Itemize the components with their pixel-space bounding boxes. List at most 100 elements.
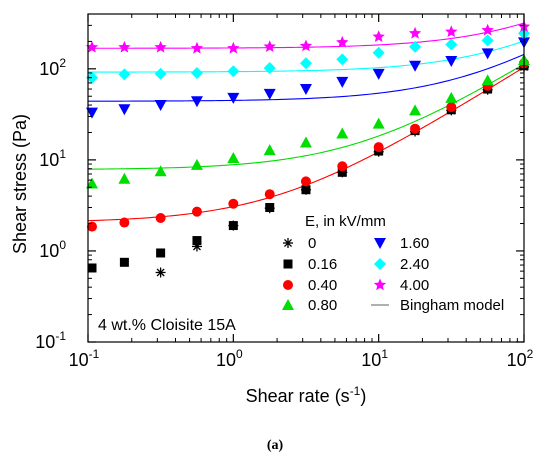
point-0.80 [336,127,349,139]
point-1.60 [86,107,98,119]
legend-label-4.00: 4.00 [400,277,429,294]
legend-label-2.40: 2.40 [400,256,429,273]
point-1.60 [481,48,494,60]
point-4.00 [118,40,131,53]
point-0 [155,267,166,278]
data-points [85,20,531,278]
point-2.40 [190,66,203,79]
x-axis-ticks: 10-1 100 101 102 [69,14,534,370]
legend-label-0.80: 0.80 [308,297,337,314]
point-0.80 [409,104,422,116]
point-0.80 [372,117,385,129]
point-0.16 [192,236,202,246]
point-0.80 [481,74,494,86]
point-2.40 [409,40,422,53]
legend-marker-0 [283,238,293,248]
point-4.00 [481,23,494,36]
point-1.60 [372,68,385,80]
legend-marker-2.40 [374,258,386,270]
x-axis-label: Shear rate (s-1) [246,384,367,406]
y-axis-label: Shear stress (Pa) [10,114,30,254]
fit-line-0.80 [87,63,525,170]
legend-label-0.16: 0.16 [308,256,337,273]
point-0.16 [337,167,347,177]
legend-marker-0.40 [283,280,293,290]
y-axis-ticks: 10-1 100 101 102 [35,24,524,352]
point-4.00 [263,40,276,52]
point-0.40 [155,213,166,224]
point-2.40 [118,68,131,81]
point-0.80 [227,151,240,163]
legend-marker-0.16 [283,259,293,269]
point-2.40 [481,34,494,47]
point-0.40 [191,206,202,217]
point-0.40 [228,198,239,209]
point-0.40 [410,123,421,134]
point-1.60 [118,104,131,116]
point-0.16 [265,202,275,212]
point-0.40 [119,217,130,228]
y-tick-label: 102 [39,56,66,79]
point-2.40 [336,53,349,66]
point-2.40 [154,67,167,80]
legend-marker-1.60 [374,238,386,249]
legend-label-1.60: 1.60 [400,235,429,252]
point-1.60 [409,60,422,72]
x-tick-label: 102 [507,347,534,370]
point-1.60 [299,84,312,96]
point-0.16 [119,257,129,267]
point-1.60 [445,55,458,67]
legend-marker-0.80 [282,299,294,310]
point-0.80 [154,165,167,177]
point-0.80 [263,144,276,156]
y-tick-label: 100 [39,238,66,261]
point-4.00 [372,30,385,43]
point-0.16 [228,221,238,231]
point-4.00 [85,40,99,53]
point-0.40 [446,102,457,113]
point-0.40 [264,189,275,200]
point-4.00 [227,41,240,54]
legend-marker-4.00 [373,278,387,291]
point-4.00 [336,35,349,48]
y-tick-label: 101 [39,147,66,170]
point-0.40 [337,161,348,172]
point-1.60 [190,96,203,108]
point-0.80 [445,91,458,103]
point-2.40 [445,38,458,51]
point-0.80 [299,136,312,148]
point-4.00 [408,26,422,39]
point-0.40 [373,142,384,153]
point-2.40 [263,62,276,75]
point-1.60 [154,100,167,112]
point-1.60 [336,76,349,88]
x-tick-label: 101 [361,347,388,370]
point-0.16 [156,248,166,258]
x-tick-label: 10-1 [69,347,100,370]
x-tick-label: 100 [216,347,243,370]
point-4.00 [299,39,313,52]
y-tick-label: 10-1 [35,329,66,352]
plot-frame [87,13,525,343]
point-0.16 [301,185,311,195]
point-0.40 [300,176,311,187]
point-0.80 [86,177,98,189]
point-0.16 [87,263,97,273]
point-2.40 [227,65,240,78]
point-0.80 [190,158,203,170]
figure-caption: (a) [266,438,284,453]
legend-title: E, in kV/mm [305,213,386,230]
point-4.00 [445,25,458,38]
point-0.80 [118,172,131,184]
legend-label-0: 0 [308,235,316,252]
point-1.60 [263,88,276,100]
legend: E, in kV/mm 0 0.16 0.40 0.80 1.60 2.40 4.00 Bin… [282,213,504,314]
point-2.40 [372,46,385,59]
legend-label-model: Bingham model [400,297,504,314]
point-4.00 [154,40,167,53]
point-4.00 [190,41,204,54]
sample-annotation: 4 wt.% Cloisite 15A [98,317,236,334]
point-2.40 [299,57,312,70]
point-0.40 [87,221,97,232]
